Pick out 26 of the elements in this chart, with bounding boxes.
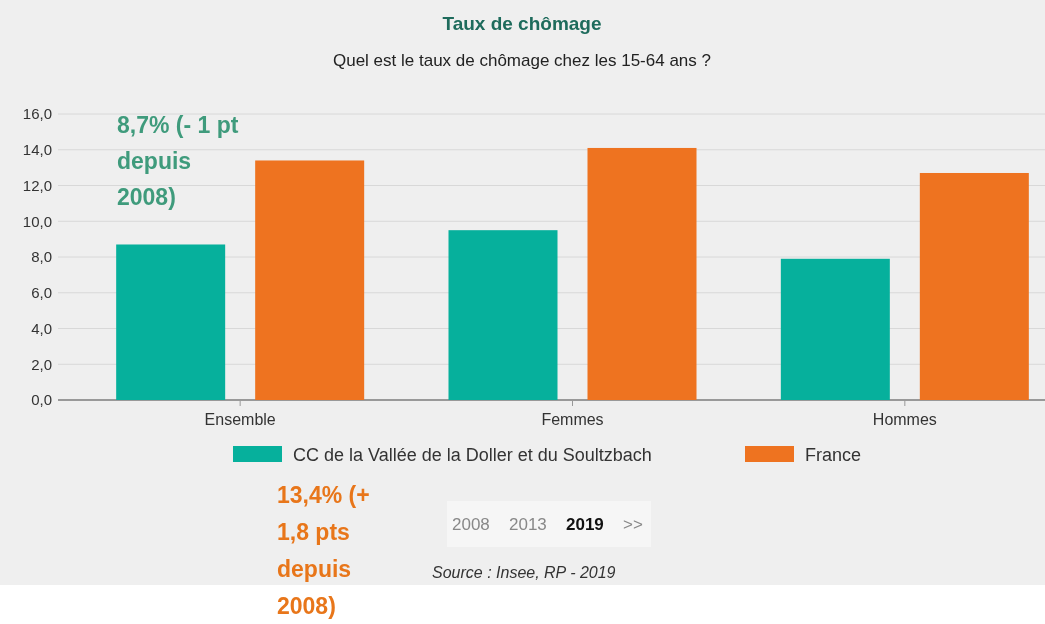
chart-title: Taux de chômage [442, 13, 602, 34]
bar [587, 147, 697, 400]
y-tick-label: 12,0 [22, 176, 52, 194]
legend-label: France [805, 445, 862, 465]
x-tick-label: Femmes [541, 411, 604, 429]
x-tick-label: Hommes [872, 411, 937, 429]
bar [255, 160, 365, 400]
bar [780, 258, 890, 400]
y-tick-label: 16,0 [22, 105, 52, 123]
y-tick-label: 10,0 [22, 212, 52, 230]
bar [448, 230, 558, 400]
year-selector: 2008 2013 2019 >> [447, 501, 651, 547]
y-tick-label: 4,0 [31, 319, 52, 337]
y-tick-label: 2,0 [31, 355, 52, 373]
y-tick-label: 6,0 [31, 284, 52, 302]
legend-label: CC de la Vallée de la Doller et du Soultzbach [293, 445, 652, 465]
source-note: Source : Insee, RP - 2019 [432, 564, 616, 581]
bar [919, 172, 1029, 400]
y-tick-label: 0,0 [31, 391, 52, 409]
bar [116, 244, 226, 400]
x-tick-label: Ensemble [204, 411, 276, 429]
y-tick-label: 14,0 [22, 141, 52, 159]
chart-subtitle: Quel est le taux de chômage chez les 15-64 ans ? [332, 51, 712, 70]
y-tick-label: 8,0 [31, 248, 52, 266]
text: 13,4% (+ 1,8 pts depuis 2008) [277, 482, 370, 619]
annotation: 8,7% (- 1 pt depuis 2008) [117, 112, 239, 210]
